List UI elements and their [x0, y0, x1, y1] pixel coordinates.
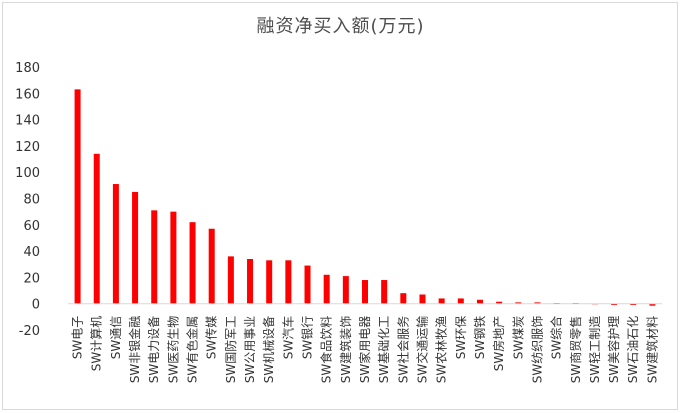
- x-category-label: SW传媒: [204, 316, 219, 359]
- x-category-label: SW国防军工: [223, 316, 238, 383]
- y-axis-ticks: -20 0 20 40 60 80 100 120 140 160 180: [15, 61, 40, 339]
- bar: [476, 299, 483, 304]
- x-category-label: SW电子: [71, 316, 85, 359]
- x-category-label: SW电力设备: [147, 316, 161, 383]
- bar: [534, 302, 541, 304]
- bar: [381, 280, 388, 304]
- x-category-label: SW通信: [109, 316, 123, 359]
- x-category-label: SW公用事业: [243, 316, 257, 383]
- bar: [457, 298, 464, 304]
- x-category-label: SW医药生物: [166, 316, 180, 383]
- bars: [74, 89, 656, 306]
- y-tick-label: 140: [15, 114, 40, 129]
- x-category-label: SW美容护理: [606, 316, 621, 383]
- y-tick-label: 40: [23, 245, 40, 260]
- x-category-label: SW家用电器: [357, 316, 372, 383]
- y-tick-label: 20: [23, 271, 40, 286]
- x-category-label: SW农林牧渔: [435, 316, 449, 383]
- bar: [649, 303, 656, 306]
- bar: [285, 260, 292, 304]
- bar: [342, 276, 349, 304]
- x-category-label: SW社会服务: [395, 316, 410, 383]
- x-category-label: SW煤炭: [511, 316, 525, 359]
- y-tick-label: 160: [15, 87, 40, 102]
- x-category-label: SW非银金融: [127, 316, 142, 383]
- bar: [74, 89, 81, 304]
- x-category-label: SW汽车: [280, 316, 295, 359]
- bar: [611, 303, 618, 306]
- bar: [132, 191, 139, 304]
- x-category-label: SW建筑材料: [644, 316, 659, 383]
- bar: [151, 210, 158, 304]
- bar: [247, 258, 254, 304]
- bar: [189, 222, 196, 304]
- bar: [323, 274, 330, 304]
- x-category-label: SW机械设备: [261, 316, 276, 383]
- y-tick-label: -20: [19, 324, 40, 339]
- bar: [112, 184, 119, 304]
- y-tick-label: 120: [15, 140, 40, 155]
- bar: [515, 302, 522, 304]
- y-tick-label: 80: [23, 193, 40, 208]
- x-category-label: SW银行: [301, 316, 315, 359]
- x-category-label: SW综合: [549, 316, 564, 359]
- x-category-label: SW食品饮料: [319, 316, 334, 383]
- x-category-label: SW计算机: [89, 316, 104, 371]
- x-category-label: SW交通运输: [414, 316, 429, 383]
- x-category-label: SW基础化工: [377, 316, 391, 383]
- y-tick-label: 0: [32, 298, 40, 313]
- bar: [93, 153, 100, 304]
- x-axis-labels: SW电子 SW计算机 SW通信 SW非银金融 SW电力设备 SW医药生物 SW有色金属 SW传…: [71, 316, 660, 383]
- bar: [630, 303, 637, 306]
- bar: [438, 298, 445, 304]
- y-tick-label: 100: [15, 166, 40, 181]
- bar: [227, 256, 234, 304]
- x-category-label: SW石油石化: [626, 316, 640, 383]
- x-category-label: SW有色金属: [185, 316, 200, 383]
- bar: [419, 294, 426, 304]
- x-category-label: SW钢铁: [473, 316, 487, 359]
- bar: [362, 280, 368, 304]
- bar: [400, 293, 407, 304]
- bar: [170, 211, 177, 304]
- x-category-label: SW轻工制造: [588, 316, 602, 383]
- x-category-label: SW建筑装饰: [338, 316, 353, 383]
- x-category-label: SW环保: [454, 316, 468, 359]
- bar: [496, 301, 503, 304]
- bar: [304, 265, 311, 304]
- x-category-label: SW房地产: [491, 316, 506, 371]
- y-tick-label: 180: [15, 61, 40, 76]
- chart-title: 融资净买入额(万元): [256, 16, 425, 37]
- x-category-label: SW商贸零售: [568, 316, 583, 383]
- bar: [208, 228, 215, 304]
- y-tick-label: 60: [23, 219, 40, 234]
- bar: [266, 260, 273, 304]
- x-category-label: SW纺织服饰: [530, 316, 544, 383]
